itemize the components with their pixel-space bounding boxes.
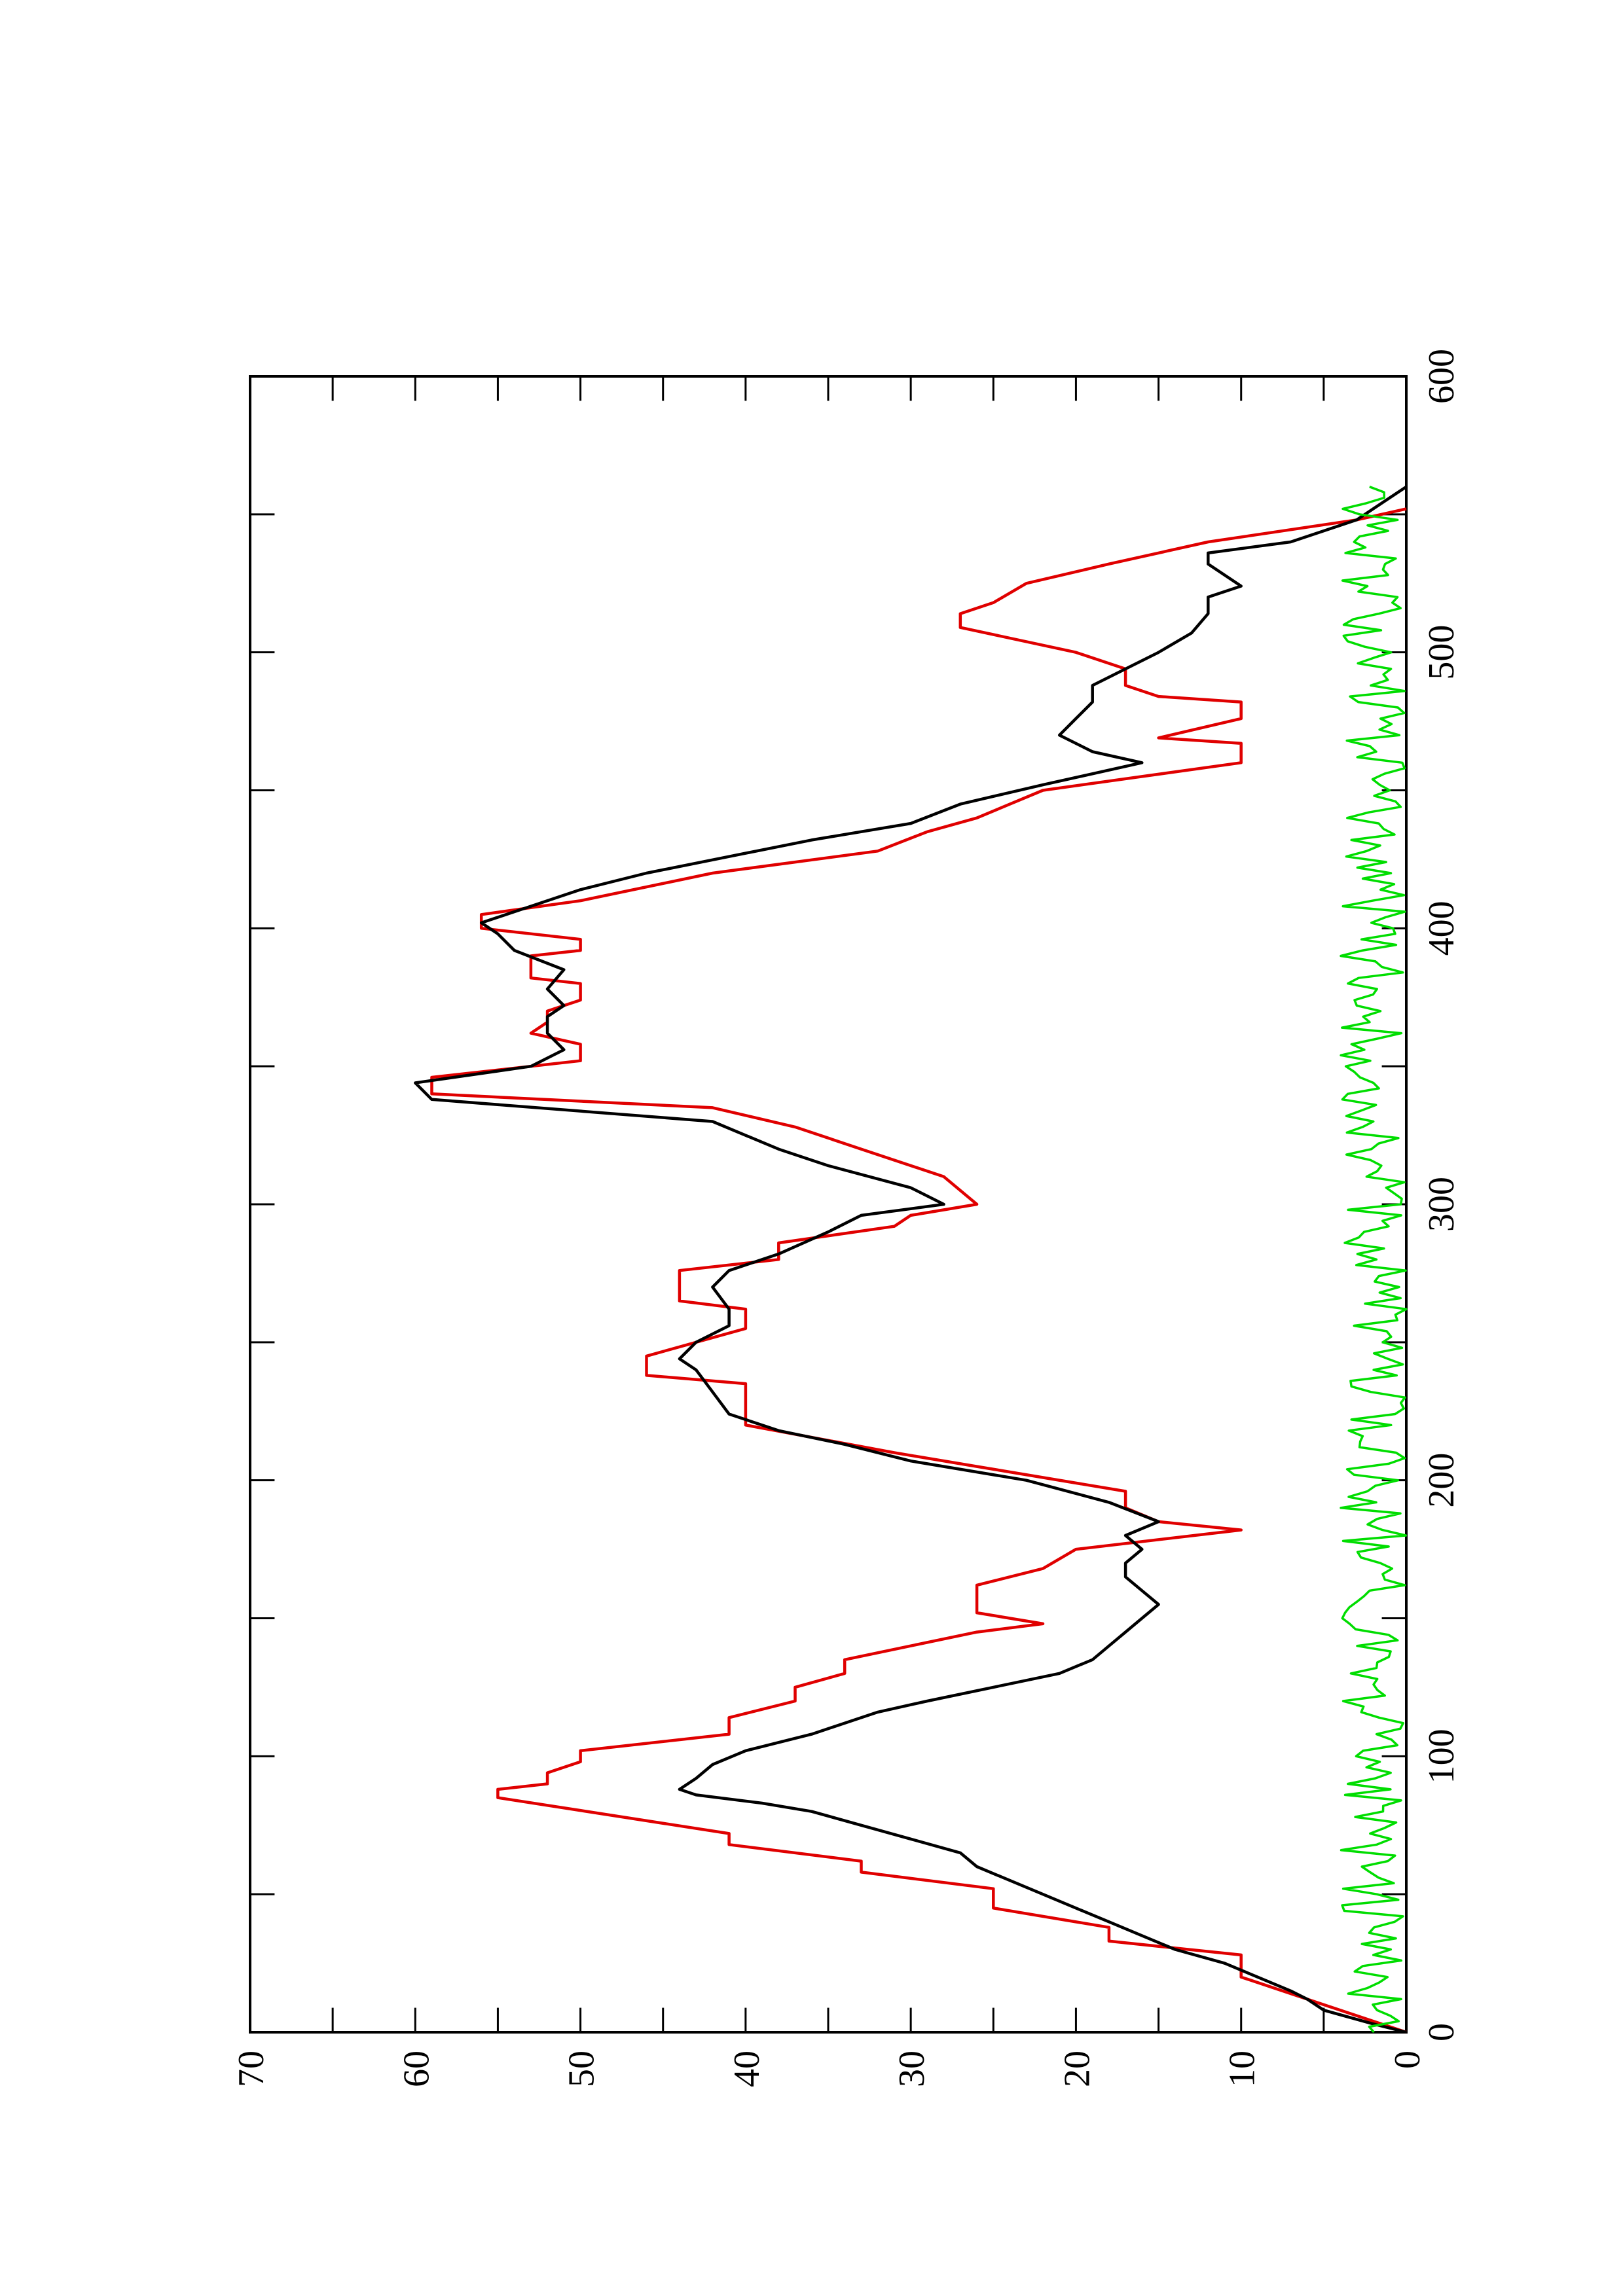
x-tick-label: 500 <box>1421 625 1462 680</box>
y-tick-label: 50 <box>562 2051 602 2087</box>
plot-frame <box>249 375 1408 2034</box>
y-tick-label: 20 <box>1057 2051 1097 2087</box>
y-tick-label: 70 <box>231 2051 272 2087</box>
x-tick-label: 200 <box>1421 1453 1462 1508</box>
x-tick-label: 400 <box>1421 901 1462 956</box>
y-tick-label: 40 <box>727 2051 767 2087</box>
axis-ticks <box>249 375 1408 2034</box>
x-tick-label: 100 <box>1421 1729 1462 1784</box>
x-tick-label: 0 <box>1421 2023 1462 2041</box>
series-line-1 <box>414 485 1408 2034</box>
series-lines <box>414 485 1408 2034</box>
x-tick-label: 600 <box>1421 349 1462 404</box>
series-line-0 <box>430 507 1407 2034</box>
x-tick-label: 300 <box>1421 1177 1462 1232</box>
y-tick-label: 30 <box>892 2051 932 2087</box>
axis-tick-labels: 0 100 200 300 400 500 600 0 10 20 30 40 50 60 70 <box>231 349 1462 2087</box>
y-tick-label: 0 <box>1387 2051 1428 2069</box>
y-tick-label: 10 <box>1222 2051 1263 2087</box>
y-tick-label: 60 <box>396 2051 437 2087</box>
series-line-2 <box>1340 486 1408 2034</box>
